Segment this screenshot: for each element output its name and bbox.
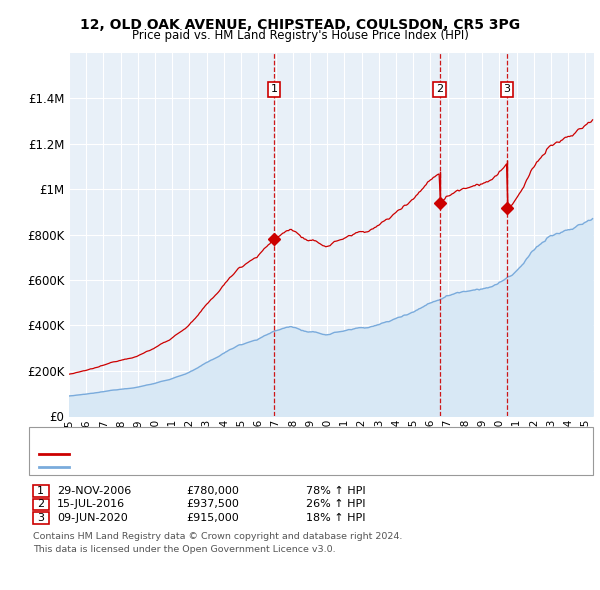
Text: 1: 1 <box>37 486 44 496</box>
Text: HPI: Average price, detached house, Reigate and Banstead: HPI: Average price, detached house, Reig… <box>72 463 380 472</box>
Text: £937,500: £937,500 <box>186 500 239 509</box>
Text: 12, OLD OAK AVENUE, CHIPSTEAD, COULSDON, CR5 3PG (detached house): 12, OLD OAK AVENUE, CHIPSTEAD, COULSDON,… <box>72 450 463 459</box>
Text: 29-NOV-2006: 29-NOV-2006 <box>57 486 131 496</box>
Text: 1: 1 <box>271 84 278 94</box>
Text: Contains HM Land Registry data © Crown copyright and database right 2024.
This d: Contains HM Land Registry data © Crown c… <box>33 532 403 553</box>
Text: 09-JUN-2020: 09-JUN-2020 <box>57 513 128 523</box>
Text: 3: 3 <box>37 513 44 523</box>
Text: 2: 2 <box>37 500 44 509</box>
Text: 2: 2 <box>436 84 443 94</box>
Text: 26% ↑ HPI: 26% ↑ HPI <box>306 500 365 509</box>
Text: 3: 3 <box>503 84 511 94</box>
Text: £780,000: £780,000 <box>186 486 239 496</box>
Text: 78% ↑ HPI: 78% ↑ HPI <box>306 486 365 496</box>
Text: 18% ↑ HPI: 18% ↑ HPI <box>306 513 365 523</box>
Text: 12, OLD OAK AVENUE, CHIPSTEAD, COULSDON, CR5 3PG: 12, OLD OAK AVENUE, CHIPSTEAD, COULSDON,… <box>80 18 520 32</box>
Text: Price paid vs. HM Land Registry's House Price Index (HPI): Price paid vs. HM Land Registry's House … <box>131 29 469 42</box>
Text: 15-JUL-2016: 15-JUL-2016 <box>57 500 125 509</box>
Text: £915,000: £915,000 <box>186 513 239 523</box>
